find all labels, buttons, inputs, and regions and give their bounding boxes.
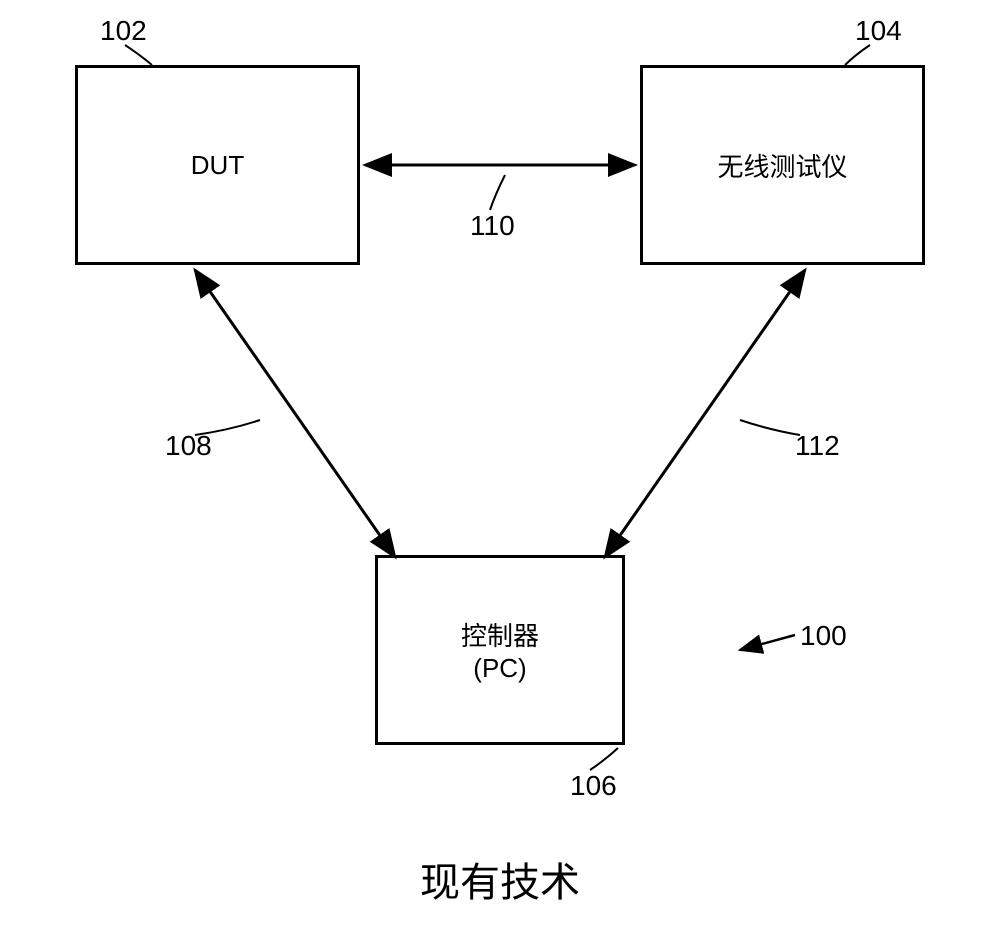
ref-106: 106 [570,770,617,802]
ref-100: 100 [800,620,847,652]
controller-label-line2: (PC) [473,653,526,684]
leader-112 [740,420,800,435]
leader-104 [845,45,870,65]
ref-110: 110 [470,210,515,242]
leader-106 [590,748,618,770]
edge-controller-dut [195,270,395,557]
dut-box: DUT [75,65,360,265]
pointer-100 [740,635,795,650]
ref-102: 102 [100,15,147,47]
edge-controller-tester [605,270,805,557]
ref-104: 104 [855,15,902,47]
tester-label: 无线测试仪 [717,147,847,184]
tester-box: 无线测试仪 [640,65,925,265]
ref-108: 108 [165,430,212,462]
leader-102 [125,45,152,65]
controller-label-line1: 控制器 [461,616,539,653]
leader-110 [490,175,505,210]
diagram-caption: 现有技术 [420,850,580,908]
controller-box: 控制器 (PC) [375,555,625,745]
dut-label: DUT [191,150,244,181]
ref-112: 112 [795,430,840,462]
